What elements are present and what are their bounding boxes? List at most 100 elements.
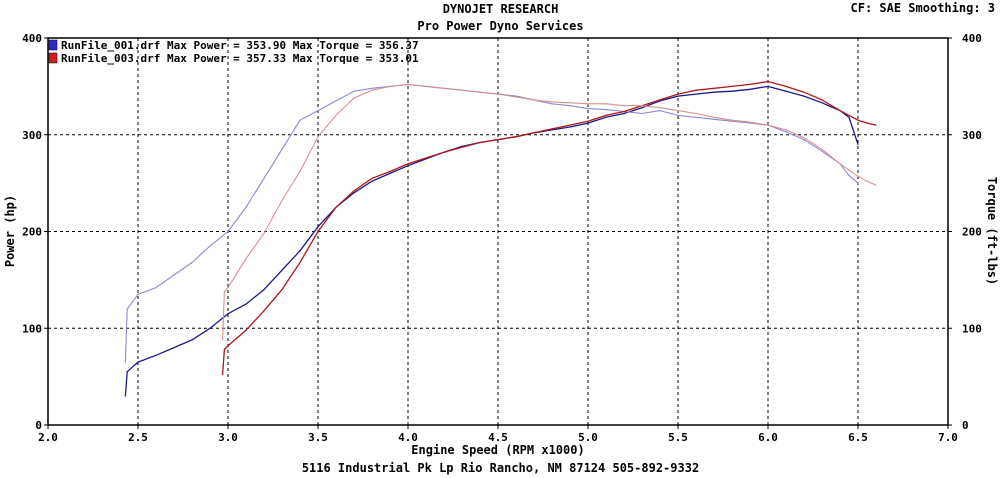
data-point [749,88,751,90]
data-point [749,121,751,123]
data-point [677,114,679,116]
data-point [866,180,868,182]
data-point [803,137,805,139]
data-point [425,85,427,87]
data-point [124,395,126,397]
data-point [749,83,751,85]
data-point [227,287,229,289]
data-point [713,87,715,89]
data-point [227,345,229,347]
data-point [126,308,128,310]
data-point [731,120,733,122]
data-point [731,90,733,92]
y2-axis-label: Torque (ft-lbs) [985,177,999,285]
data-point [281,289,283,291]
y-axis-label: Power (hp) [3,195,17,267]
x-tick-label: 5.0 [578,431,598,444]
x-tick-label: 2.0 [38,431,58,444]
y-tick-label: 400 [22,32,42,45]
data-point [461,146,463,148]
data-point [803,139,805,141]
data-point [821,148,823,150]
series-line [222,83,877,340]
data-point [659,110,661,112]
data-point [848,174,850,176]
data-point [299,119,301,121]
data-point [443,151,445,153]
data-point [209,245,211,247]
data-point [137,361,139,363]
data-point [371,177,373,179]
data-point [803,95,805,97]
data-point [371,87,373,89]
data-point [695,93,697,95]
data-point [605,103,607,105]
data-point [173,347,175,349]
data-point [245,258,247,260]
x-tick-label: 6.0 [758,431,778,444]
data-point [389,85,391,87]
data-point [785,131,787,133]
data-point [353,192,355,194]
data-point [389,170,391,173]
x-tick-label: 4.0 [398,431,418,444]
data-point [875,184,877,186]
data-point [767,85,769,87]
series-line [221,80,877,375]
data-point [281,199,283,202]
data-point [299,261,301,264]
data-point [641,105,643,107]
data-point [551,128,553,130]
y-tick-label: 0 [35,419,42,432]
data-point [623,105,625,107]
y-tick-label: 300 [22,129,42,142]
data-point [623,112,625,115]
x-tick-label: 5.5 [668,431,688,444]
data-point [443,87,445,89]
data-point [281,269,283,271]
data-point [191,261,193,264]
data-point [515,96,517,98]
data-point [785,90,787,92]
data-point [124,361,126,363]
data-point [223,348,225,351]
data-point [821,102,823,104]
data-point [353,97,355,99]
data-point [281,148,283,150]
data-point [641,112,643,115]
data-point [155,354,157,356]
data-point [731,85,733,87]
data-point [695,89,697,91]
data-point [659,107,661,109]
data-point [263,289,265,291]
x-tick-label: 6.5 [848,431,868,444]
data-point [245,206,247,208]
series-3 [221,80,877,376]
data-point [785,85,787,87]
data-point [587,122,589,124]
data-point [605,116,607,118]
data-point [479,91,481,93]
data-point [641,107,643,109]
data-point [551,103,553,105]
data-point [227,230,229,233]
x-tick-label: 4.5 [488,431,508,444]
data-point [479,141,481,144]
data-point [353,190,355,192]
data-point [839,110,841,112]
data-point [605,109,607,111]
data-point [803,91,805,93]
y2-tick-label: 300 [962,129,982,142]
y2-tick-label: 200 [962,226,982,239]
data-point [605,114,607,116]
data-point [857,143,859,145]
data-point [533,132,535,134]
data-point [222,374,224,376]
data-point [317,136,319,138]
data-point [223,290,225,293]
data-point [551,101,553,103]
data-point [848,116,850,118]
data-point [222,339,224,341]
data-point [857,119,859,121]
data-point [497,139,499,141]
